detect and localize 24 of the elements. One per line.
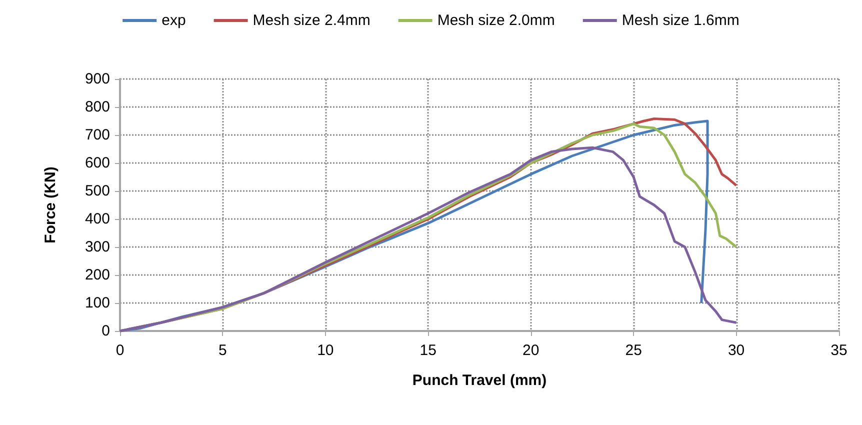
y-tick-label: 0 [102,322,110,340]
legend-label: exp [162,12,186,29]
y-tick-label: 600 [84,154,110,172]
legend-label: Mesh size 2.4mm [252,12,370,29]
x-tick-label: 35 [830,342,848,359]
y-tick-label: 800 [84,98,110,116]
x-axis-title: Punch Travel (mm) [412,372,547,389]
x-tick-label: 15 [420,342,436,359]
x-tick-label: 0 [116,342,124,359]
x-tick-label: 5 [218,342,227,359]
y-tick-label: 700 [84,126,110,144]
x-tick-label: 25 [625,342,642,359]
y-tick-label: 400 [84,210,110,228]
y-tick-label: 900 [84,70,110,88]
y-tick-label: 300 [84,238,110,256]
x-tick-label: 10 [317,342,334,359]
legend-label: Mesh size 2.0mm [437,12,555,29]
y-tick-label: 100 [84,294,110,312]
legend-label: Mesh size 1.6mm [622,12,740,29]
y-tick-label: 500 [84,182,110,200]
x-tick-label: 20 [522,342,540,359]
x-tick-label: 30 [728,342,745,359]
y-axis-title: Force (KN) [42,166,59,244]
y-tick-label: 200 [84,266,110,284]
